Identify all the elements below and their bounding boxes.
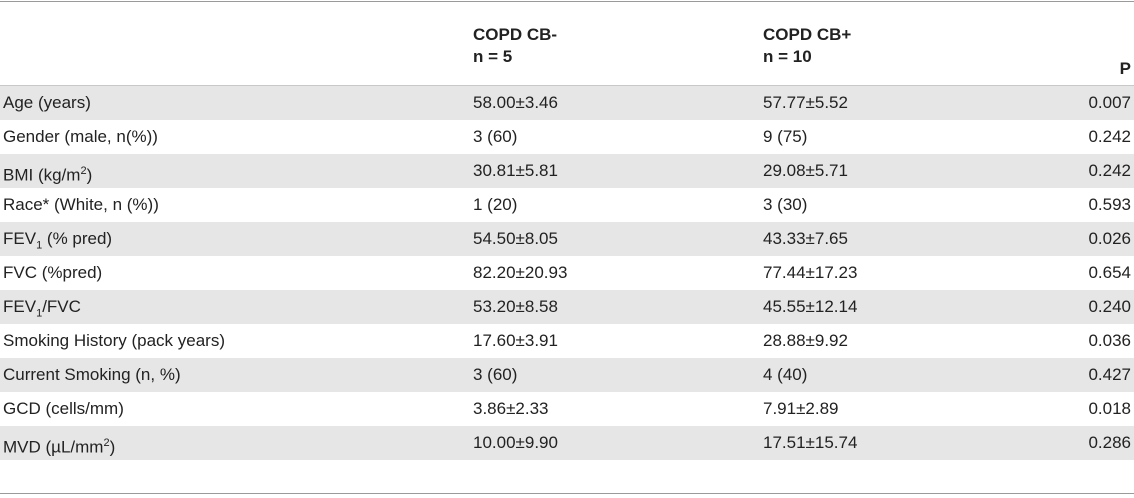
col-header: COPD CB- n = 5 [473, 24, 557, 68]
header-line: n = 5 [473, 47, 513, 66]
table-row: FEV1/FVC 53.20±8.58 45.55±12.14 0.240 [0, 290, 1134, 324]
label-text: Race* (White, n (%)) [3, 195, 159, 214]
bottom-rule [0, 493, 1134, 494]
label-text: GCD (cells/mm) [3, 399, 124, 418]
row-label: GCD (cells/mm) [3, 392, 124, 426]
cell-value: 3.86±2.33 [473, 399, 549, 418]
p-value: 0.007 [1088, 93, 1131, 112]
cell-value: 57.77±5.52 [763, 93, 848, 112]
p-value: 0.286 [1088, 433, 1131, 452]
cell-value: 3 (60) [473, 127, 518, 146]
label-text: Age (years) [3, 93, 91, 112]
top-rule [0, 1, 1134, 2]
table-row: Race* (White, n (%)) 1 (20) 3 (30) 0.593 [0, 188, 1134, 222]
table-row: GCD (cells/mm) 3.86±2.33 7.91±2.89 0.018 [0, 392, 1134, 426]
row-label: Smoking History (pack years) [3, 324, 225, 358]
row-label: FEV1/FVC [3, 290, 81, 330]
cell-value: 54.50±8.05 [473, 229, 558, 248]
cell-value: 10.00±9.90 [473, 433, 558, 452]
table-row: FEV1 (% pred) 54.50±8.05 43.33±7.65 0.026 [0, 222, 1134, 256]
table-row: Smoking History (pack years) 17.60±3.91 28… [0, 324, 1134, 358]
row-label: Race* (White, n (%)) [3, 188, 159, 222]
label-text: Smoking History (pack years) [3, 331, 226, 350]
p-value: 0.018 [1088, 399, 1131, 418]
label-text: FVC (%pred) [3, 263, 103, 282]
cell-value: 1 (20) [473, 195, 518, 214]
label-text: ) [86, 165, 93, 185]
table-row: FVC (%pred) 82.20±20.93 77.44±17.23 0.654 [0, 256, 1134, 290]
cell-value: 17.51±15.74 [763, 433, 858, 452]
p-value: 0.242 [1088, 127, 1131, 146]
cell-value: 28.88±9.92 [763, 331, 848, 350]
cell-value: 58.00±3.46 [473, 93, 558, 112]
label-text: Gender (male, n(%)) [3, 127, 158, 146]
cell-value: 9 (75) [763, 127, 808, 146]
table-row: MVD (µL/mm2) 10.00±9.90 17.51±15.74 0.286 [0, 426, 1134, 460]
header-rule [0, 85, 1134, 86]
p-value: 0.654 [1088, 263, 1131, 282]
table-row: Current Smoking (n, %) 3 (60) 4 (40) 0.427 [0, 358, 1134, 392]
row-label: Current Smoking (n, %) [3, 358, 181, 392]
p-value: 0.593 [1088, 195, 1131, 214]
cell-value: 29.08±5.71 [763, 161, 848, 180]
cell-value: 7.91±2.89 [763, 399, 839, 418]
cell-value: 30.81±5.81 [473, 161, 558, 180]
row-label: BMI (kg/m2) [3, 154, 92, 193]
label-text: Current Smoking (n, %) [3, 365, 181, 384]
label-text: (% pred) [42, 229, 113, 248]
label-text: FEV [3, 229, 37, 248]
header-line: COPD CB- [473, 25, 558, 44]
label-text: ) [109, 437, 116, 457]
p-value: 0.026 [1088, 229, 1131, 248]
row-label: Gender (male, n(%)) [3, 120, 158, 154]
p-value: 0.427 [1088, 365, 1131, 384]
subscript: 1 [36, 307, 43, 320]
p-value: 0.036 [1088, 331, 1131, 350]
table-row: Age (years) 58.00±3.46 57.77±5.52 0.007 [0, 86, 1134, 120]
header-line: n = 10 [763, 47, 812, 66]
cell-value: 3 (30) [763, 195, 808, 214]
table-row: BMI (kg/m2) 30.81±5.81 29.08±5.71 0.242 [0, 154, 1134, 188]
label-text: /FVC [42, 297, 81, 316]
row-label: MVD (µL/mm2) [3, 426, 115, 465]
col-header: P [1119, 59, 1131, 78]
row-label: FVC (%pred) [3, 256, 102, 290]
header-line: COPD CB+ [763, 25, 852, 44]
row-label: FEV1 (% pred) [3, 222, 112, 262]
row-label: Age (years) [3, 86, 91, 120]
table-row: Gender (male, n(%)) 3 (60) 9 (75) 0.242 [0, 120, 1134, 154]
p-value: 0.240 [1088, 297, 1131, 316]
superscript: 2 [80, 165, 87, 177]
cell-value: 43.33±7.65 [763, 229, 848, 248]
col-header: COPD CB+ n = 10 [763, 24, 851, 68]
subscript: 1 [36, 239, 43, 252]
cell-value: 53.20±8.58 [473, 297, 558, 316]
superscript: 2 [103, 437, 110, 449]
cell-value: 82.20±20.93 [473, 263, 568, 282]
cell-value: 77.44±17.23 [763, 263, 858, 282]
cell-value: 4 (40) [763, 365, 808, 384]
label-text: MVD (µL/mm [3, 437, 104, 457]
cell-value: 45.55±12.14 [763, 297, 858, 316]
cell-value: 3 (60) [473, 365, 518, 384]
cell-value: 17.60±3.91 [473, 331, 558, 350]
label-text: BMI (kg/m [3, 165, 81, 185]
p-value: 0.242 [1088, 161, 1131, 180]
label-text: FEV [3, 297, 37, 316]
